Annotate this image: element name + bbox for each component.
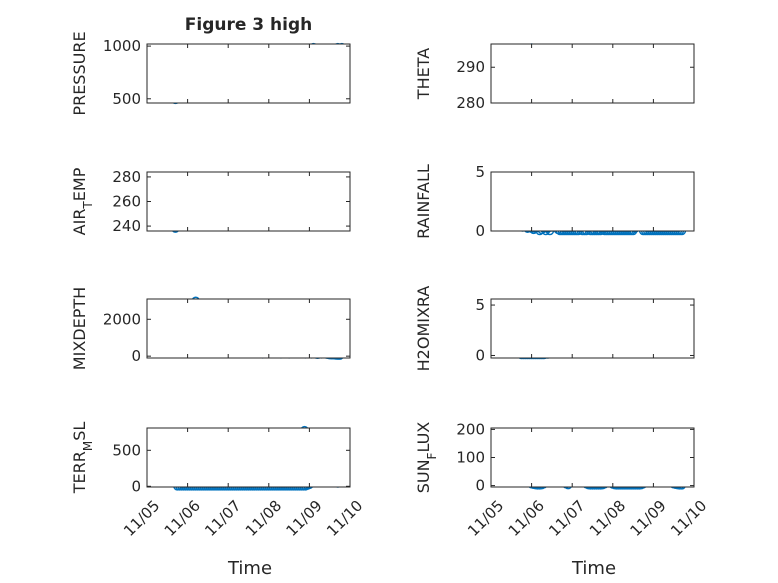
- y-tick-label: 260: [112, 193, 141, 211]
- axes-mixdepth: 0 2000 MIXDEPTH: [70, 287, 351, 370]
- y-tick-label: 2000: [103, 310, 141, 328]
- y-axis-label: AIRTEMP: [70, 167, 95, 235]
- axes-rainfall: 0 5 RAINFALL: [414, 163, 695, 240]
- axes-frame: [490, 298, 695, 359]
- chart-title: Figure 3 high: [185, 15, 313, 35]
- y-axis-label: TERRMSL: [70, 422, 95, 495]
- y-axis-label: RAINFALL: [414, 164, 433, 239]
- y-axis-label: SUNFLUX: [414, 422, 439, 494]
- y-tick-label: 0: [475, 346, 485, 364]
- y-axis-label: THETA: [414, 48, 433, 100]
- y-tick-label: 200: [456, 420, 485, 438]
- y-tick-label: 500: [112, 441, 141, 459]
- y-tick-label: 0: [131, 477, 141, 495]
- x-axis-label-right: Time: [571, 558, 616, 579]
- axes-frame: [146, 171, 351, 232]
- y-tick-label: 290: [456, 58, 485, 76]
- axes-frame: [146, 427, 351, 488]
- y-axis-label: MIXDEPTH: [70, 287, 89, 370]
- y-tick-label: 280: [456, 94, 485, 112]
- axes-frame: [146, 298, 351, 359]
- axes-pressure: Figure 3 high 500 1000 PRESSURE: [70, 15, 351, 116]
- axes-h2omixra: 0 5 H2OMIXRA: [414, 286, 695, 372]
- x-axis-label-left: Time: [227, 558, 272, 579]
- y-tick-label: 0: [475, 222, 485, 240]
- y-axis-label: PRESSURE: [70, 31, 89, 115]
- y-tick-label: 5: [475, 296, 485, 314]
- axes-air-temp: 240 260 280 AIRTEMP: [70, 167, 351, 235]
- y-tick-label: 0: [475, 477, 485, 495]
- y-tick-label: 5: [475, 163, 485, 181]
- y-tick-label: 240: [112, 217, 141, 235]
- y-tick-label: 100: [456, 449, 485, 467]
- axes-frame: [490, 43, 695, 104]
- axes-frame: [490, 427, 695, 488]
- y-tick-label: 500: [112, 90, 141, 108]
- axes-terr-msl: 050011/0511/0611/0711/0811/0911/10TERRMS…: [70, 422, 366, 540]
- axes-frame: [490, 171, 695, 232]
- y-tick-label: 280: [112, 168, 141, 186]
- y-tick-label: 0: [131, 347, 141, 365]
- y-tick-label: 1000: [103, 37, 141, 55]
- axes-theta: 280 290 THETA: [414, 43, 695, 112]
- y-axis-label: H2OMIXRA: [414, 286, 433, 372]
- axes-frame: [146, 43, 351, 104]
